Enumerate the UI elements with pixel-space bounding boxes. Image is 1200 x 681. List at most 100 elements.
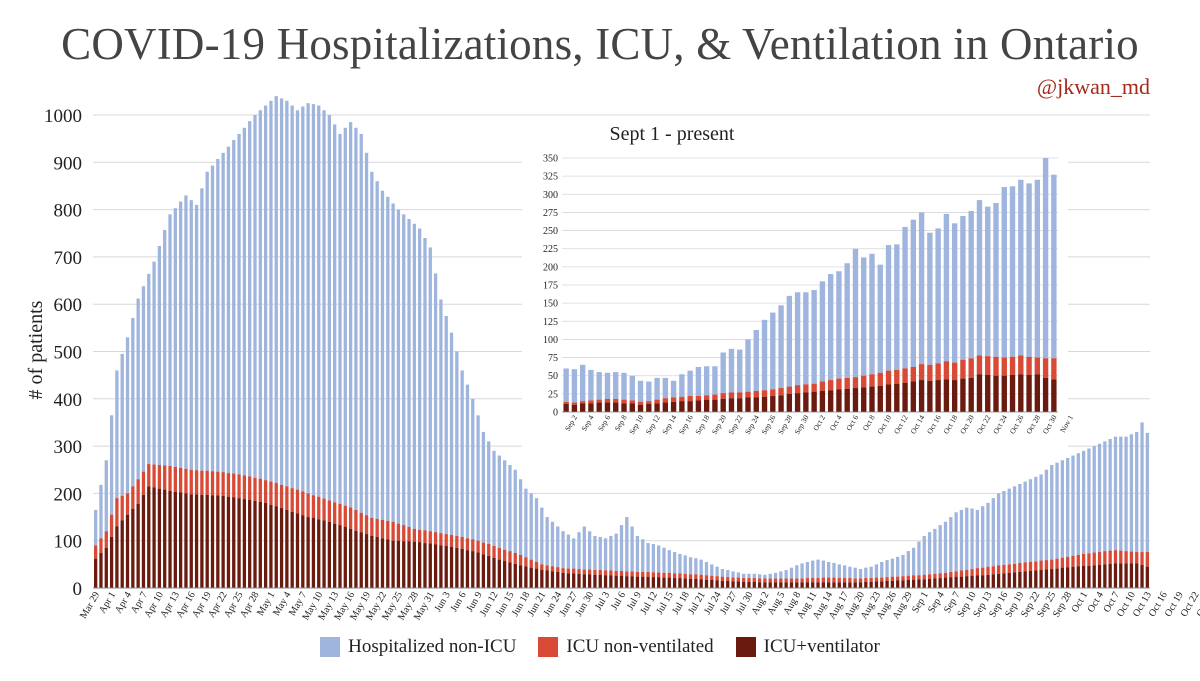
bar-icu-nonvent <box>1076 554 1080 567</box>
bar-icu-nonvent <box>922 574 926 580</box>
inset-bar-non-icu <box>894 244 900 370</box>
bar-icu-vent <box>184 493 188 588</box>
inset-bar-icu-vent <box>770 396 776 412</box>
bar-non-icu <box>598 536 602 571</box>
inset-bar-non-icu <box>662 377 669 399</box>
bar-icu-nonvent <box>173 466 177 492</box>
inset-bar-icu-vent <box>745 397 751 412</box>
bar-icu-nonvent <box>869 578 873 582</box>
bar-icu-vent <box>317 519 321 588</box>
bar-icu-nonvent <box>890 576 895 581</box>
inset-y-tick-label: 75 <box>548 353 558 364</box>
bar-icu-nonvent <box>587 569 592 575</box>
bar-icu-vent <box>444 545 448 588</box>
bar-icu-nonvent <box>550 566 555 572</box>
inset-bar-icu-nonvent <box>993 356 999 376</box>
bar-icu-nonvent <box>1012 563 1017 573</box>
x-tick-label: Jun 3 <box>433 590 453 614</box>
bar-icu-nonvent <box>704 575 709 580</box>
bar-icu-nonvent <box>874 577 879 582</box>
bar-icu-nonvent <box>290 488 294 512</box>
bar-non-icu <box>391 203 395 522</box>
inset-bar-icu-vent <box>778 395 784 412</box>
bar-icu-vent <box>731 581 735 588</box>
bar-non-icu <box>1081 450 1086 554</box>
bar-icu-vent <box>173 491 177 588</box>
bar-non-icu <box>1129 434 1134 552</box>
bar-icu-vent <box>375 536 379 588</box>
bar-icu-vent <box>943 577 948 588</box>
bar-non-icu <box>949 517 953 572</box>
inset-y-tick-label: 250 <box>543 226 558 237</box>
bar-icu-nonvent <box>1028 561 1033 571</box>
bar-icu-nonvent <box>811 578 815 583</box>
bar-icu-vent <box>99 552 103 588</box>
bar-non-icu <box>1050 465 1054 560</box>
inset-bar-icu-nonvent <box>885 370 892 385</box>
bar-icu-nonvent <box>646 571 650 577</box>
inset-bar-icu-vent <box>951 380 958 412</box>
inset-bar-non-icu <box>753 329 759 391</box>
bar-non-icu <box>885 560 889 578</box>
inset-bar-icu-vent <box>737 398 743 412</box>
bar-non-icu <box>747 573 751 579</box>
bar-icu-vent <box>433 544 438 588</box>
inset-bar-non-icu <box>877 264 883 373</box>
bar-non-icu <box>587 531 592 570</box>
inset-bar-icu-vent <box>654 403 660 412</box>
bar-icu-nonvent <box>1108 550 1112 564</box>
bar-non-icu <box>237 133 241 475</box>
bar-icu-vent <box>747 581 751 588</box>
bar-icu-nonvent <box>125 493 130 515</box>
bar-icu-vent <box>635 576 640 588</box>
bar-icu-vent <box>168 491 172 588</box>
bar-icu-vent <box>1007 572 1011 588</box>
bar-icu-vent <box>678 578 682 588</box>
bar-icu-vent <box>672 578 677 588</box>
inset-y-tick-label: 175 <box>543 281 558 292</box>
bar-icu-vent <box>619 575 624 588</box>
bar-non-icu <box>986 502 990 567</box>
bar-icu-vent <box>290 511 294 588</box>
bar-non-icu <box>842 565 847 579</box>
bar-non-icu <box>178 201 183 468</box>
bar-icu-nonvent <box>274 482 278 507</box>
y-tick-label: 700 <box>54 248 83 269</box>
bar-icu-vent <box>1066 567 1070 588</box>
inset-bar-icu-nonvent <box>968 358 974 378</box>
bar-non-icu <box>327 115 332 501</box>
bar-icu-vent <box>996 573 1001 588</box>
bar-non-icu <box>911 547 916 576</box>
inset-y-tick-label: 200 <box>543 262 558 273</box>
bar-non-icu <box>896 556 900 577</box>
inset-y-tick-label: 50 <box>548 371 558 382</box>
inset-bar-icu-nonvent <box>770 389 776 397</box>
bar-icu-nonvent <box>1066 556 1070 568</box>
bar-icu-nonvent <box>168 465 172 492</box>
bar-icu-nonvent <box>115 498 119 527</box>
bar-icu-nonvent <box>391 521 395 541</box>
bar-non-icu <box>795 565 799 579</box>
inset-bar-icu-vent <box>935 380 941 412</box>
bar-icu-vent <box>237 498 241 588</box>
bar-icu-vent <box>163 489 167 588</box>
bar-icu-vent <box>524 566 528 588</box>
bar-non-icu <box>805 561 810 579</box>
bar-icu-nonvent <box>667 572 671 578</box>
bar-icu-nonvent <box>582 569 586 575</box>
inset-bar-icu-vent <box>1051 379 1057 412</box>
bar-non-icu <box>487 441 491 545</box>
inset-bar-icu-nonvent <box>918 364 925 381</box>
inset-bar-icu-nonvent <box>712 394 718 400</box>
inset-bar-icu-nonvent <box>943 361 950 380</box>
bar-icu-nonvent <box>726 577 730 581</box>
bar-non-icu <box>1087 448 1091 554</box>
bar-icu-vent <box>1060 567 1065 588</box>
bar-icu-nonvent <box>842 578 847 583</box>
bar-icu-vent <box>439 545 443 588</box>
bar-icu-vent <box>1119 563 1123 588</box>
bar-icu-vent <box>396 540 401 588</box>
bar-icu-nonvent <box>901 576 905 581</box>
bar-icu-nonvent <box>237 474 241 499</box>
inset-bar-icu-vent <box>993 375 999 412</box>
